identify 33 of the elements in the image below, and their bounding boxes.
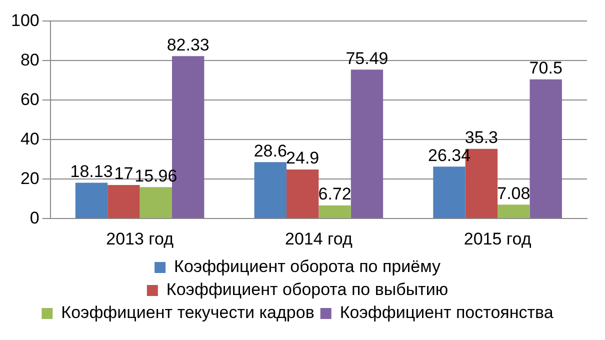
x-tick-label: 2013 год <box>106 229 174 248</box>
bar <box>254 162 286 218</box>
y-tick-label: 40 <box>20 129 40 148</box>
bar <box>433 166 466 218</box>
y-tick-label: 20 <box>20 168 40 188</box>
data-label: 6.72 <box>318 184 352 204</box>
bar <box>286 169 319 218</box>
bar <box>530 79 562 218</box>
legend-label: Коэффициент постоянства <box>340 303 554 322</box>
y-tick-label: 60 <box>20 90 40 109</box>
bar <box>75 182 108 218</box>
data-label: 82.33 <box>166 35 210 54</box>
bar <box>140 187 172 218</box>
data-label: 17 <box>114 164 134 184</box>
bar <box>350 70 384 218</box>
bar <box>318 205 351 218</box>
x-tick-label: 2015 год <box>464 229 532 248</box>
y-tick-label: 0 <box>30 208 40 228</box>
data-label: 35.3 <box>464 128 498 148</box>
data-label: 7.08 <box>497 184 530 203</box>
data-label: 24.9 <box>286 148 320 168</box>
data-label: 75.49 <box>346 48 388 68</box>
legend-label: Коэффициент текучести кадров <box>61 303 314 322</box>
x-tick-label: 2014 год <box>284 229 352 248</box>
legend-label: Коэффициент оборота по приёму <box>174 257 441 276</box>
legend-label: Коэффициент оборота по выбытию <box>166 280 448 300</box>
data-label: 70.5 <box>529 58 562 78</box>
bar <box>498 204 530 218</box>
data-label: 28.6 <box>254 141 287 160</box>
y-tick-label: 100 <box>10 10 40 30</box>
bar <box>108 185 140 218</box>
y-tick-label: 80 <box>20 50 40 70</box>
data-label: 18.13 <box>70 162 113 181</box>
